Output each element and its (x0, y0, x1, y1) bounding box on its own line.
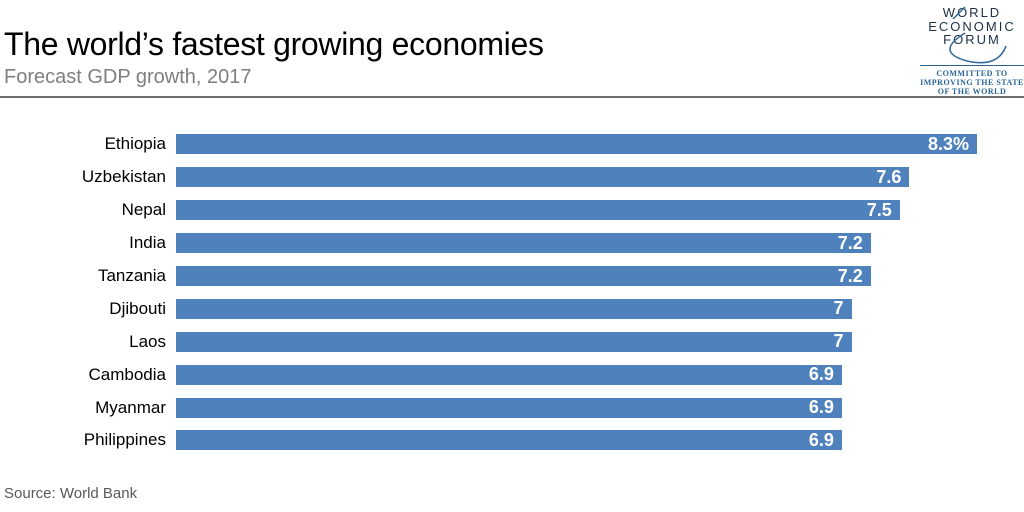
bar-track: 6.9 (176, 429, 1014, 451)
bar-value-label: 7.6 (876, 166, 902, 187)
bar: 6.9 (176, 364, 842, 385)
bar-value-label: 7.5 (866, 199, 892, 220)
category-label: Cambodia (88, 364, 167, 384)
chart-row: Philippines 6.9 (0, 424, 1014, 457)
wef-logo: WORLD ECONOMIC FORUM COMMITTED TO IMPROV… (920, 6, 1024, 96)
header-divider (0, 96, 1024, 98)
bar-value-label: 6.9 (808, 397, 834, 418)
bar-track: 7.2 (176, 266, 1014, 286)
bar: 7.6 (176, 166, 910, 188)
page-subtitle: Forecast GDP growth, 2017 (4, 66, 252, 88)
bar: 7.5 (176, 199, 900, 221)
bar: 6.9 (176, 397, 842, 418)
category-label: Ethiopia (104, 134, 166, 154)
bar-value-label: 7.2 (837, 265, 863, 286)
category-label: Nepal (121, 200, 166, 220)
bar: 7 (176, 331, 852, 352)
wef-tagline-line1: COMMITTED TO (936, 68, 1008, 78)
bar: 7.2 (176, 266, 871, 286)
wef-logo-line-forum: FORUM (943, 32, 1001, 47)
bar-track: 7 (176, 298, 1014, 319)
source-note: Source: World Bank (4, 485, 138, 502)
bar: 8.3% (176, 133, 977, 155)
bar-track: 8.3% (176, 133, 1014, 155)
wef-logo-line-economic: ECONOMIC (928, 18, 1016, 34)
chart-row: Ethiopia 8.3% (0, 128, 1014, 161)
chart-row: Laos 7 (0, 325, 1014, 358)
bar-value-label: 7 (833, 331, 844, 352)
bar: 7.2 (176, 232, 871, 254)
bar-track: 7.6 (176, 166, 1014, 188)
category-label: Laos (129, 331, 166, 351)
wef-tagline: COMMITTED TO IMPROVING THE STATE OF THE … (920, 64, 1024, 96)
bar-value-label: 7 (833, 298, 844, 319)
bar-track: 7.2 (176, 232, 1014, 254)
chart-row: Cambodia 6.9 (0, 358, 1014, 391)
category-label: Uzbekistan (81, 167, 166, 187)
bar: 6.9 (176, 429, 842, 451)
chart-header: The world’s fastest growing economies Fo… (4, 26, 544, 89)
chart-row: Uzbekistan 7.6 (0, 161, 1014, 194)
wef-tagline-line3: OF THE WORLD (937, 86, 1007, 96)
bar-chart: Ethiopia 8.3% Uzbekistan 7.6 Nepal 7.5 India 7.… (0, 128, 1014, 457)
bar-track: 6.9 (176, 364, 1014, 385)
page-title: The world’s fastest growing economies (4, 26, 544, 62)
wef-logo-wordmark: WORLD ECONOMIC FORUM (920, 5, 1024, 64)
category-label: Tanzania (97, 266, 166, 285)
bar: 7 (176, 298, 852, 319)
wef-logo-line-world: WORLD (942, 5, 1002, 20)
category-label: India (129, 233, 166, 253)
category-label: Djibouti (109, 298, 166, 318)
bar-value-label: 6.9 (808, 364, 834, 385)
bar-value-label: 7.2 (837, 232, 863, 253)
category-label: Myanmar (95, 397, 166, 417)
chart-row: Tanzania 7.2 (0, 260, 1014, 293)
bar-value-label: 6.9 (808, 429, 834, 450)
bar-track: 6.9 (176, 397, 1014, 418)
chart-row: India 7.2 (0, 227, 1014, 260)
chart-row: Nepal 7.5 (0, 194, 1014, 227)
bar-value-label: 8.3% (927, 133, 969, 154)
bar-track: 7 (176, 331, 1014, 352)
category-label: Philippines (83, 430, 166, 450)
wef-tagline-line2: IMPROVING THE STATE (920, 77, 1024, 87)
chart-row: Djibouti 7 (0, 292, 1014, 325)
chart-row: Myanmar 6.9 (0, 391, 1014, 424)
bar-track: 7.5 (176, 199, 1014, 221)
